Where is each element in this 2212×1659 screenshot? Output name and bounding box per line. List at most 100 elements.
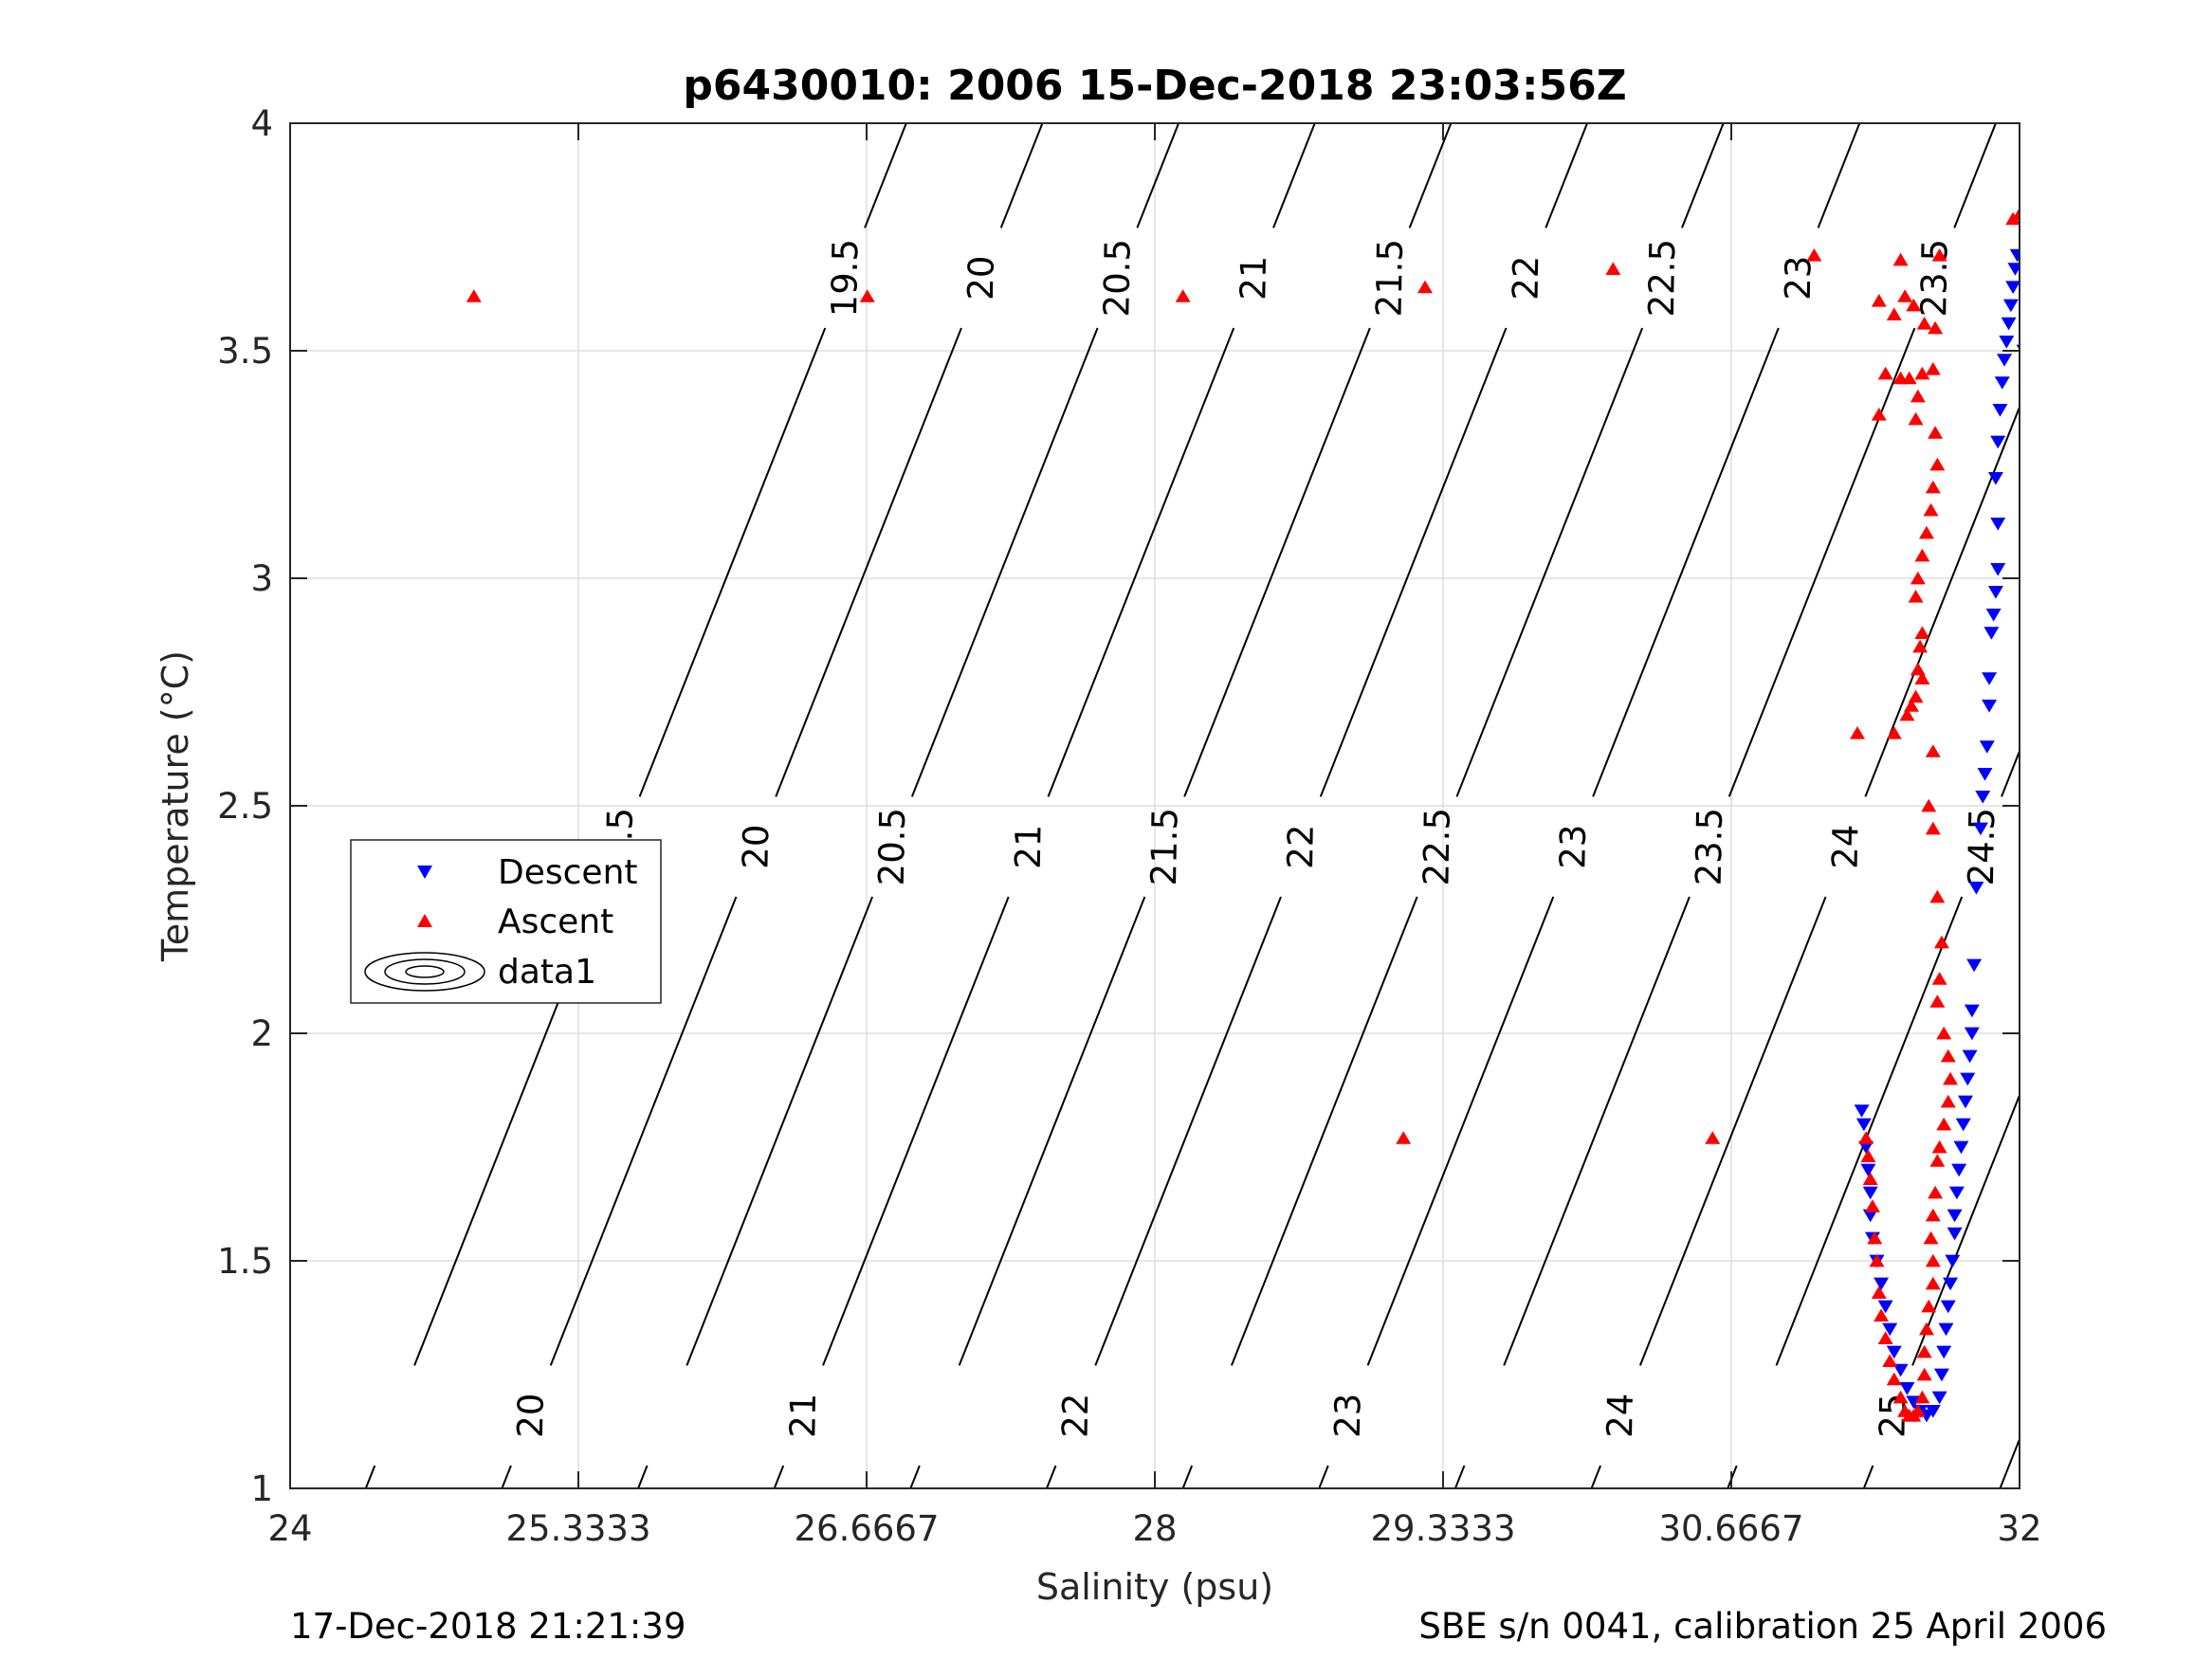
ascent-point-23 bbox=[1929, 457, 1946, 471]
descent-point-1 bbox=[1856, 1118, 1872, 1132]
density-contour-line-25 bbox=[1911, 1092, 2020, 1366]
density-contour-line-22 bbox=[1319, 327, 1508, 797]
descent-point-28 bbox=[1951, 1163, 1967, 1177]
density-contour-line-21 bbox=[1272, 123, 1316, 228]
descent-point-48 bbox=[1990, 518, 2006, 531]
ascent-point-40 bbox=[1921, 798, 1937, 812]
descent-point-10 bbox=[1882, 1322, 1898, 1337]
ascent-point-34 bbox=[1908, 689, 1924, 703]
density-contour-line-19.5 bbox=[364, 1465, 376, 1488]
ascent-point-7 bbox=[1931, 248, 1947, 262]
descent-point-34 bbox=[1964, 1027, 1980, 1041]
legend-data1-label: data1 bbox=[498, 953, 596, 992]
x-tick-label: 26.6667 bbox=[794, 1508, 939, 1549]
legend-ascent-marker bbox=[417, 914, 432, 927]
ascent-point-43 bbox=[1933, 935, 1949, 949]
ascent-point-41 bbox=[1925, 821, 1941, 835]
ascent-point-68 bbox=[1886, 1372, 1902, 1386]
density-contour-label-22.5: 22.5 bbox=[1641, 239, 1683, 318]
ascent-point-42 bbox=[1929, 889, 1946, 903]
density-contour-line-23.5 bbox=[1728, 327, 1916, 797]
density-contour-label-23.5: 23.5 bbox=[1689, 808, 1730, 886]
density-contour-line-21 bbox=[822, 896, 1010, 1366]
y-tick-label: 3.5 bbox=[217, 331, 273, 372]
descent-point-35 bbox=[1964, 1004, 1980, 1018]
ascent-point-35 bbox=[1904, 699, 1919, 712]
ascent-point-37 bbox=[1886, 726, 1902, 739]
descent-point-27 bbox=[1948, 1186, 1965, 1200]
x-tick-labels: 24 25.3333 26.6667 28 29.3333 30.6667 32 bbox=[267, 1508, 2041, 1549]
y-tick-label: 3 bbox=[250, 558, 273, 599]
density-contour-line-20.5 bbox=[686, 896, 874, 1366]
density-contour-line-21.5 bbox=[909, 1465, 921, 1488]
legend-contour-marker bbox=[364, 952, 485, 992]
ascent-point-39 bbox=[1925, 744, 1941, 757]
descent-point-31 bbox=[1958, 1095, 1973, 1109]
ascent-point-72 bbox=[1871, 1285, 1887, 1299]
density-contour-label-23: 23 bbox=[1778, 255, 1819, 301]
grid-lines bbox=[290, 123, 2020, 1488]
density-contour-line-23 bbox=[1318, 1465, 1329, 1488]
descent-point-26 bbox=[1947, 1209, 1963, 1223]
ascent-point-25 bbox=[1923, 502, 1939, 517]
ascent-point-58 bbox=[1921, 1299, 1937, 1313]
density-contour-label-22: 22 bbox=[1054, 1393, 1096, 1438]
density-contour-label-20: 20 bbox=[510, 1393, 552, 1438]
ascent-point-17 bbox=[1914, 366, 1930, 380]
descent-point-38 bbox=[1972, 822, 1988, 836]
ascent-point-67 bbox=[1892, 1390, 1909, 1404]
descent-point-58 bbox=[2007, 263, 2020, 276]
y-axis-label: Temperature (°C) bbox=[155, 650, 196, 962]
density-contour-line-25 bbox=[1862, 1465, 1874, 1488]
ascent-point-38 bbox=[1850, 726, 1865, 739]
descent-point-53 bbox=[1997, 354, 2013, 367]
legend: Descent Ascent data1 bbox=[350, 839, 662, 1004]
density-contour-label-21.5: 21.5 bbox=[1143, 808, 1185, 886]
density-contour-line-22.5 bbox=[1231, 896, 1418, 1366]
descent-point-9 bbox=[1877, 1300, 1893, 1314]
ascent-point-2 bbox=[1175, 289, 1191, 302]
descent-point-3 bbox=[1860, 1163, 1876, 1177]
ascent-point-11 bbox=[1906, 298, 1922, 312]
ascent-point-20 bbox=[1908, 411, 1924, 426]
density-contour-line-24 bbox=[1638, 896, 1827, 1366]
descent-point-22 bbox=[1940, 1300, 1956, 1314]
descent-point-20 bbox=[1936, 1345, 1952, 1359]
density-contour-label-23.5: 23.5 bbox=[1913, 239, 1955, 318]
descent-point-45 bbox=[1985, 609, 2002, 622]
density-contour-line-19.5 bbox=[638, 327, 827, 797]
chart-title: p6430010: 2006 15-Dec-2018 23:03:56Z bbox=[683, 62, 1626, 110]
ascent-point-54 bbox=[1925, 1208, 1941, 1222]
ascent-point-29 bbox=[1908, 590, 1924, 603]
descent-point-18 bbox=[1931, 1391, 1947, 1405]
density-contour-label-21: 21 bbox=[1008, 824, 1050, 869]
density-contour-line-20 bbox=[775, 327, 962, 797]
x-tick-label: 28 bbox=[1132, 1508, 1177, 1549]
ascent-point-77 bbox=[1860, 1149, 1876, 1162]
density-contour-line-24.5 bbox=[1775, 896, 1964, 1366]
density-contour-line-20.5 bbox=[637, 1465, 649, 1488]
density-contour-label-21: 21 bbox=[1233, 255, 1274, 301]
ascent-point-8 bbox=[1871, 294, 1887, 307]
descent-point-19 bbox=[1933, 1368, 1949, 1382]
legend-descent-label: Descent bbox=[498, 853, 638, 892]
density-contour-line-20.5 bbox=[910, 327, 1099, 797]
ascent-point-48 bbox=[1943, 1071, 1959, 1085]
ascent-point-53 bbox=[1928, 1185, 1944, 1199]
descent-point-40 bbox=[1977, 768, 1993, 781]
density-contour-line-22.5 bbox=[1181, 1465, 1194, 1488]
density-contour-line-20.5 bbox=[1136, 123, 1180, 228]
ascent-point-27 bbox=[1914, 548, 1930, 562]
density-contour-line-21 bbox=[1047, 327, 1235, 797]
ascent-point-79 bbox=[1396, 1131, 1412, 1144]
ascent-point-60 bbox=[1916, 1344, 1932, 1358]
density-contour-label-24.5: 24.5 bbox=[1961, 808, 2002, 886]
descent-point-52 bbox=[1994, 376, 2010, 390]
density-contour-line-20 bbox=[501, 1465, 512, 1488]
ascent-point-1 bbox=[859, 289, 875, 302]
ascent-point-69 bbox=[1882, 1354, 1898, 1367]
descent-point-43 bbox=[1982, 672, 1998, 685]
legend-ascent-label: Ascent bbox=[498, 902, 613, 941]
descent-point-29 bbox=[1953, 1140, 1969, 1155]
